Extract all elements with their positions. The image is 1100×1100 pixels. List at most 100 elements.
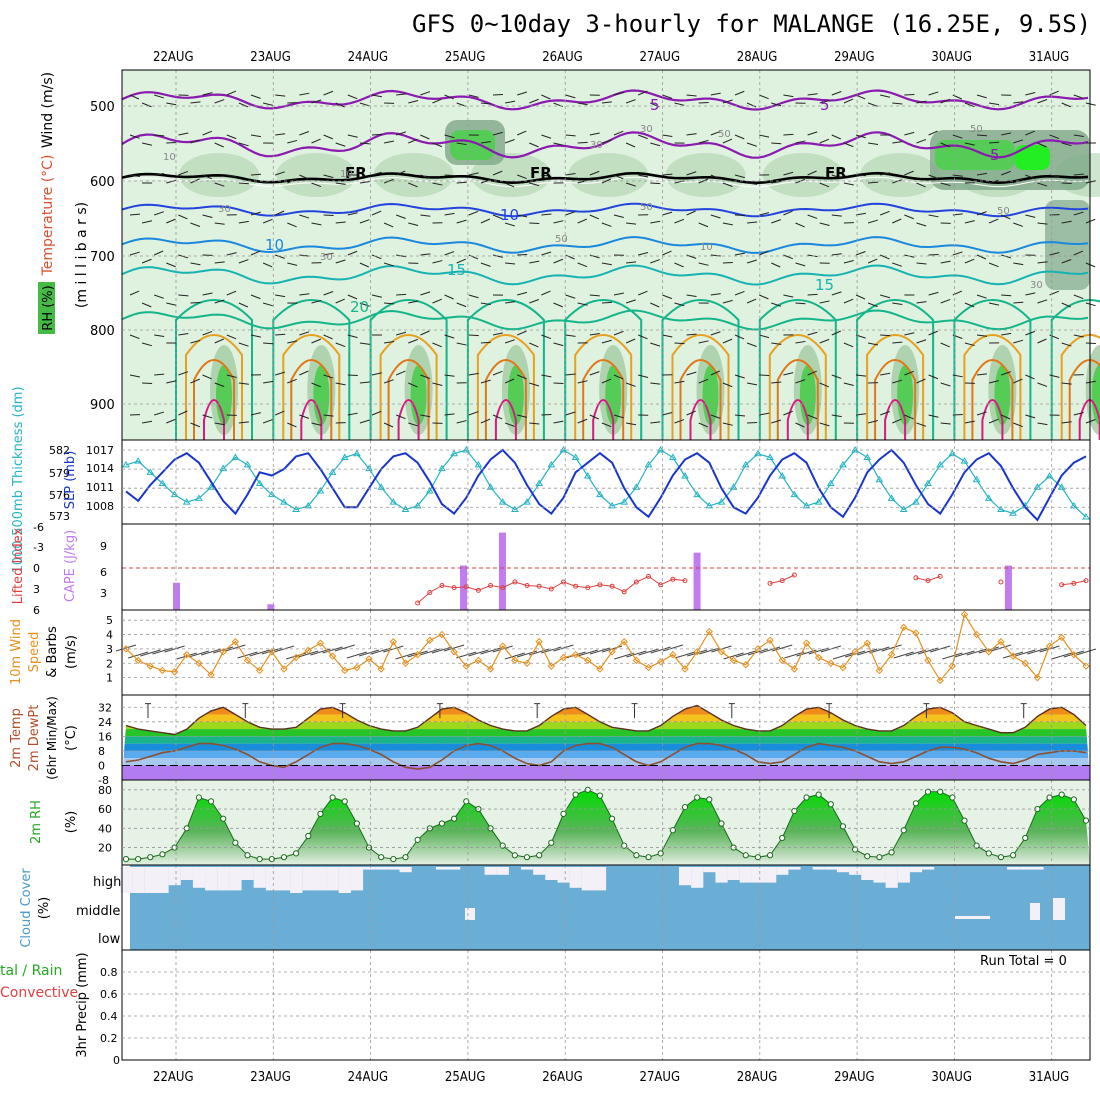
thickness-point — [146, 468, 155, 475]
wind-barb — [128, 651, 149, 659]
temp-band — [122, 743, 1090, 751]
wind-barb — [152, 647, 173, 655]
wind-barb — [190, 339, 201, 344]
wind-barb — [964, 142, 975, 146]
wind-barb — [214, 422, 225, 426]
rh2m-point — [548, 839, 555, 846]
wind-barb — [1073, 134, 1084, 137]
wind-barb — [408, 382, 418, 388]
contour-label: 50 — [997, 206, 1010, 217]
temp-arch-contour — [494, 399, 517, 440]
wind-barb — [734, 134, 745, 140]
wind-barb — [855, 374, 867, 377]
wind-barb — [299, 214, 310, 219]
contour-label: 30 — [640, 124, 653, 135]
ylabel-wind10-speed: Speed — [27, 632, 42, 673]
rh2m-point — [1022, 834, 1029, 842]
contour-label: 20 — [350, 298, 369, 316]
wind-barb — [892, 102, 903, 105]
cloud-high-bar — [277, 867, 291, 891]
li-point — [1083, 578, 1089, 584]
wind-barb — [420, 174, 431, 179]
temp-arch-contour — [369, 299, 448, 440]
rh-contour — [935, 140, 1015, 170]
wind-barb — [1037, 182, 1048, 187]
wind-barb — [625, 182, 636, 187]
wind-barb — [722, 222, 733, 226]
contour-label: 5 — [650, 96, 660, 114]
rh-contour — [994, 365, 1011, 425]
wind-barb — [976, 172, 988, 176]
wind-barb — [855, 334, 866, 339]
wind-barb — [456, 420, 467, 424]
wind-barb — [855, 212, 866, 216]
wind-barb — [867, 302, 878, 308]
wind-barb — [1001, 254, 1012, 259]
temp-arch-contour — [379, 334, 438, 440]
thickness-point — [814, 498, 823, 505]
rh2m-point — [754, 854, 761, 861]
wind-barb — [275, 133, 286, 136]
wind10-point — [839, 663, 847, 672]
wind-barb — [1085, 380, 1096, 384]
wind-barb — [928, 174, 939, 179]
wind-barb — [1061, 259, 1072, 264]
rh2m-point — [572, 791, 579, 798]
wind-barb — [249, 649, 270, 657]
wind-barb — [1061, 421, 1072, 424]
wind-barb — [202, 92, 213, 96]
wind-barb — [638, 648, 659, 656]
wind-barb — [154, 173, 165, 176]
wind-barb — [419, 648, 440, 656]
wind-barb — [226, 252, 237, 256]
cloud-high-bar — [435, 867, 449, 870]
li-point — [767, 580, 773, 586]
rh-tick-label: 80 — [98, 784, 112, 797]
wind-barb — [734, 252, 745, 256]
wind-barb — [287, 262, 298, 266]
wind-barb — [468, 210, 479, 216]
wind10-point — [620, 638, 628, 646]
wind-barb — [1073, 294, 1084, 300]
rh2m-point — [900, 827, 907, 834]
wind-barb — [311, 422, 322, 426]
thickness-point — [948, 449, 957, 457]
wind-barb — [359, 181, 370, 184]
wind-barb — [262, 180, 274, 184]
wind10-point — [158, 666, 167, 675]
wind-barb — [129, 251, 140, 256]
wind-barb — [323, 252, 334, 256]
wind10-point — [997, 638, 1005, 646]
wind-barb — [940, 182, 951, 187]
wind-barb — [831, 91, 842, 96]
wind-barb — [504, 422, 515, 427]
wind10-point — [814, 653, 823, 662]
wind10-point — [559, 653, 568, 662]
wind10-point — [401, 659, 410, 667]
wind-barb — [1049, 374, 1060, 378]
temp-arch-contour — [387, 359, 430, 440]
wind-barb — [371, 210, 382, 216]
wind10-point — [912, 629, 920, 637]
ylabel-cape: CAPE (J/kg) — [63, 530, 78, 602]
ylabel-millibars: (m i l l i b a r s) — [74, 202, 90, 308]
ylabel-wind: Wind (m/s) — [40, 72, 56, 148]
rh2m-point — [803, 794, 810, 801]
wind-barb — [916, 138, 927, 144]
wind-barb — [238, 342, 249, 347]
wind-barb — [1061, 142, 1072, 147]
wind-barb — [263, 380, 274, 384]
contour-label: 30 — [320, 252, 333, 263]
wind-barb — [238, 259, 249, 264]
wind-barb — [710, 414, 721, 419]
wind-barb — [928, 414, 939, 418]
ylabel-wind10-barbs: & Barbs — [45, 626, 60, 678]
li-point — [913, 575, 919, 581]
wind-barb — [178, 410, 188, 416]
wind-barb — [978, 646, 999, 654]
wind-barb — [383, 222, 394, 228]
wind-barb — [625, 382, 636, 387]
wind-barb — [771, 342, 782, 345]
wind-barb — [166, 141, 177, 144]
